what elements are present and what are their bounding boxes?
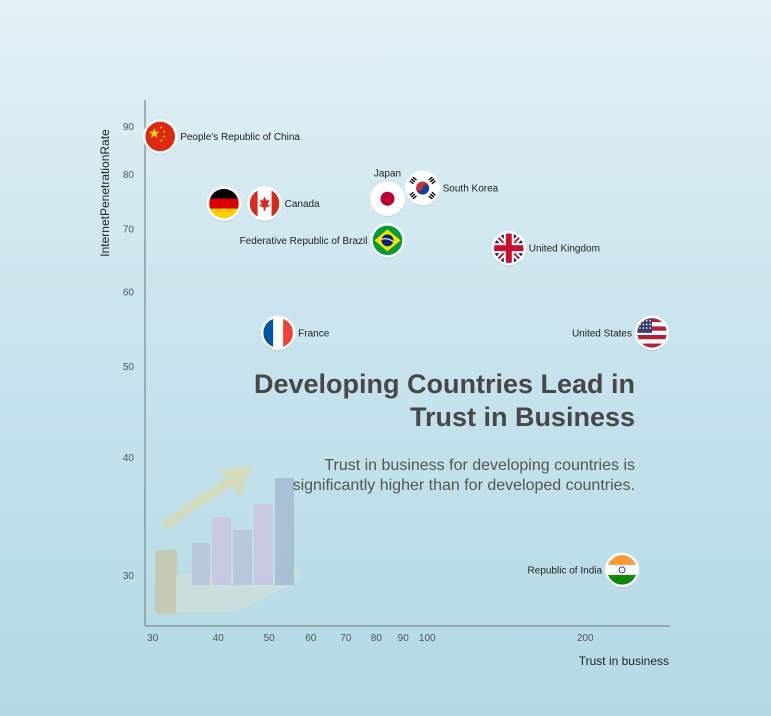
japan-flag-icon xyxy=(372,183,403,214)
annotation-subtitle-line: Trust in business for developing countri… xyxy=(324,457,635,474)
x-tick-label: 40 xyxy=(213,633,225,644)
scatter-point: Republic of India xyxy=(528,552,640,589)
annotation-title: Developing Countries Lead in Trust in Bu… xyxy=(175,368,635,434)
hand-holding-bar-chart-icon xyxy=(155,466,300,614)
point-label: United Kingdom xyxy=(529,244,600,255)
point-label: Canada xyxy=(285,199,320,210)
germany-flag-icon xyxy=(208,188,239,219)
x-tick-label: 30 xyxy=(147,633,159,644)
y-tick-label: 60 xyxy=(123,288,135,299)
south-korea-flag-icon xyxy=(407,173,438,204)
x-tick-label: 90 xyxy=(398,633,410,644)
x-tick-label: 50 xyxy=(264,633,276,644)
uk-flag-icon xyxy=(493,233,524,264)
scatter-point: Japan xyxy=(370,169,405,218)
brazil-flag-icon xyxy=(372,225,403,256)
x-tick-label: 60 xyxy=(305,633,317,644)
scatter-point: People's Republic of China xyxy=(142,119,300,155)
annotation-title-line: Trust in Business xyxy=(409,402,635,432)
canada-flag-icon xyxy=(249,188,280,219)
x-tick-label: 80 xyxy=(371,633,383,644)
point-label: South Korea xyxy=(443,184,499,195)
point-label: Republic of India xyxy=(528,565,603,576)
china-flag-icon xyxy=(145,121,176,152)
scatter-point: France xyxy=(260,315,330,352)
x-tick-label: 200 xyxy=(577,633,594,644)
point-label: Federative Republic of Brazil xyxy=(240,236,368,247)
y-tick-label: 30 xyxy=(123,571,135,582)
scatter-point: United States xyxy=(572,315,670,352)
point-label: United States xyxy=(572,328,632,339)
y-axis-label: InternetPenetrationRate xyxy=(98,129,112,257)
france-flag-icon xyxy=(263,317,294,348)
scatter-point: Canada xyxy=(247,186,320,223)
y-tick-label: 80 xyxy=(123,170,135,181)
scatter-point: Federative Republic of Brazil xyxy=(240,223,405,259)
point-label: France xyxy=(298,328,330,339)
y-tick-label: 90 xyxy=(123,122,135,133)
scatter-point xyxy=(206,186,242,223)
point-label: Japan xyxy=(374,169,401,180)
y-tick-label: 50 xyxy=(123,362,135,373)
annotation-subtitle-line: significantly higher than for developed … xyxy=(292,477,635,494)
scatter-point: United Kingdom xyxy=(491,230,600,267)
x-tick-label: 70 xyxy=(340,633,352,644)
scatter-point: South Korea xyxy=(405,170,499,207)
axes xyxy=(144,100,670,627)
y-tick-label: 70 xyxy=(123,225,135,236)
india-flag-icon xyxy=(607,554,638,585)
point-label: People's Republic of China xyxy=(180,132,300,143)
x-tick-label: 100 xyxy=(419,633,436,644)
annotation-subtitle: Trust in business for developing countri… xyxy=(215,456,635,496)
annotation-title-line: Developing Countries Lead in xyxy=(253,369,635,399)
x-axis-label: Trust in business xyxy=(579,654,669,668)
y-tick-label: 40 xyxy=(123,453,135,464)
